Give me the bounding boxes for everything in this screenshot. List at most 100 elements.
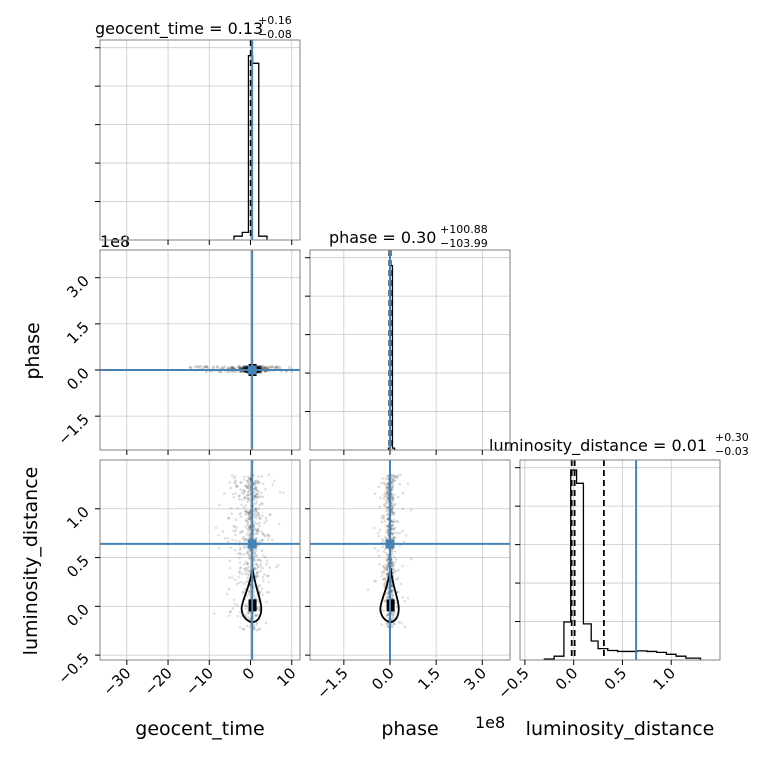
scatter-point — [252, 520, 256, 523]
scatter-point — [260, 514, 264, 517]
scatter-point — [385, 509, 388, 512]
scatter-point — [258, 539, 262, 543]
scatter-point — [246, 479, 249, 483]
scatter-point — [394, 476, 398, 479]
scatter-point — [391, 532, 395, 536]
scatter-point — [258, 607, 262, 611]
scatter-point — [256, 558, 260, 561]
x-tick-label: −1.5 — [313, 664, 351, 702]
scatter-point — [254, 510, 258, 514]
scatter-point — [201, 366, 205, 369]
scatter-point — [246, 482, 249, 485]
scatter-point — [244, 570, 248, 573]
scatter-point — [247, 530, 250, 533]
ylabel-luminosity-distance: luminosity_distance — [20, 467, 42, 656]
scatter-point — [398, 531, 402, 535]
scatter-point — [220, 370, 223, 374]
scatter-point — [247, 497, 250, 500]
scatter-point — [246, 522, 250, 525]
scatter-point — [390, 520, 394, 524]
panel-content — [100, 460, 300, 660]
scatter-point — [227, 370, 231, 374]
scatter-point — [265, 366, 269, 370]
scatter-point — [382, 494, 386, 497]
scatter-point — [383, 519, 387, 523]
scatter-point — [392, 475, 396, 478]
scatter-point — [391, 523, 395, 527]
scatter-point — [259, 562, 263, 566]
scatter-point — [247, 517, 251, 521]
scatter-point — [386, 506, 389, 509]
scatter-point — [197, 366, 201, 370]
scatter-point — [252, 627, 256, 631]
scatter-point — [270, 538, 274, 542]
scatter-point — [255, 576, 258, 579]
scatter-point — [255, 574, 258, 577]
panel-content — [310, 250, 510, 450]
scatter-point — [257, 558, 261, 562]
scatter-point — [247, 476, 251, 480]
title-luminosity-distance-plus: +0.30 — [715, 431, 749, 444]
scatter-point — [387, 566, 390, 570]
scatter-point — [385, 572, 389, 576]
scatter-point — [253, 613, 257, 617]
scatter-point — [401, 507, 405, 511]
scatter-point — [239, 366, 243, 370]
scatter-point — [390, 560, 394, 563]
panel-frame — [309, 459, 511, 661]
scatter-point — [385, 558, 388, 562]
scatter-point — [228, 559, 232, 563]
scatter-point — [246, 493, 249, 497]
scatter-point — [258, 480, 261, 484]
scatter-point — [255, 481, 258, 485]
scatter-point — [386, 517, 390, 521]
scatter-point — [393, 479, 396, 482]
scatter-point — [247, 528, 251, 532]
scatter-point — [232, 529, 236, 533]
scatter-point — [241, 366, 245, 370]
scatter-point — [248, 549, 251, 552]
scatter-point — [238, 625, 242, 629]
scatter-point — [393, 511, 396, 515]
scatter-point — [391, 533, 394, 536]
scatter-point — [257, 529, 260, 533]
scatter-point — [390, 513, 394, 516]
scatter-point — [382, 569, 386, 572]
scatter-point — [256, 564, 260, 568]
scatter-point — [238, 567, 242, 570]
scatter-point — [254, 568, 257, 571]
scatter-point — [245, 527, 249, 531]
scatter-point — [199, 365, 202, 368]
scatter-point — [248, 554, 251, 557]
scatter-point — [266, 574, 270, 578]
scatter-point — [401, 529, 405, 533]
scatter-point — [393, 526, 397, 530]
title-luminosity-distance-prefix: luminosity_distance = — [489, 436, 671, 456]
scatter-point — [261, 538, 265, 542]
scatter-point — [381, 545, 385, 548]
scatter-point — [393, 531, 397, 535]
scatter-point — [390, 531, 394, 535]
scatter-point — [256, 527, 260, 531]
scatter-point — [254, 527, 257, 531]
scatter-point — [257, 584, 260, 588]
scatter-point — [382, 481, 386, 484]
scatter-point — [241, 537, 245, 541]
scatter-point — [237, 575, 240, 579]
scatter-point — [243, 546, 247, 550]
scatter-point — [189, 366, 192, 369]
scatter-point — [254, 567, 257, 570]
scatter-point — [243, 365, 246, 369]
scatter-point — [257, 514, 261, 518]
scatter-point — [239, 481, 243, 484]
scatter-point — [246, 563, 250, 566]
scatter-point — [391, 565, 395, 568]
scatter-point — [252, 594, 256, 598]
scatter-point — [214, 526, 218, 530]
panel-frame — [519, 459, 721, 661]
scatter-point — [386, 529, 390, 532]
scatter-point — [403, 625, 407, 629]
scatter-point — [386, 568, 389, 572]
scatter-point — [235, 484, 239, 488]
scatter-point — [249, 486, 252, 490]
